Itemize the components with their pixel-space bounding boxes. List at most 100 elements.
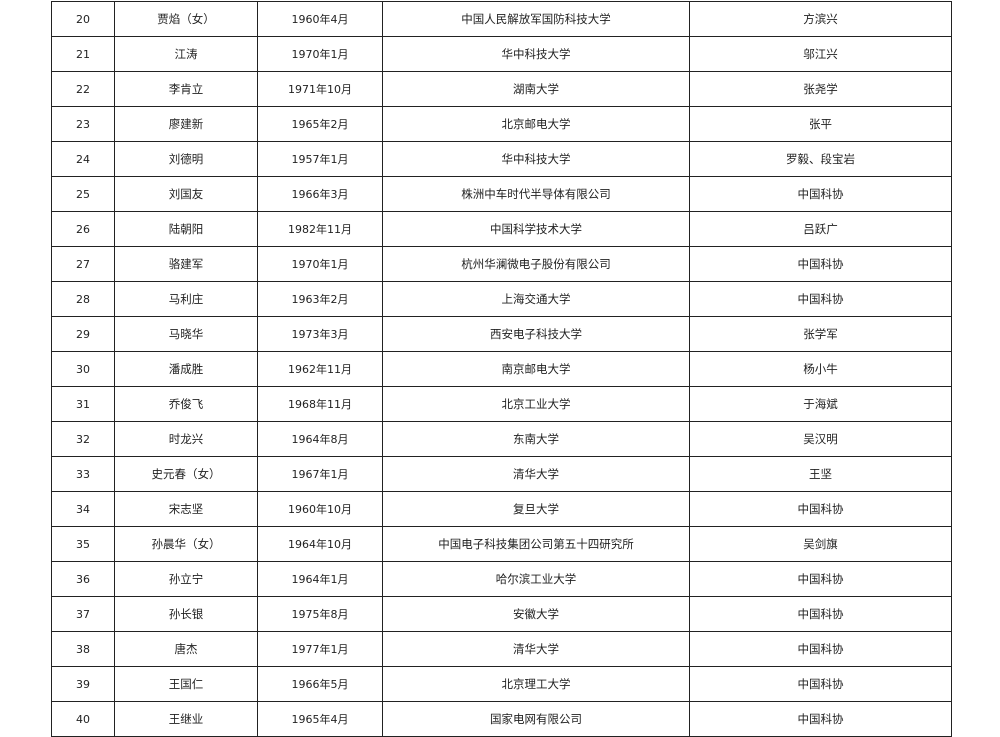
birth-date-cell: 1964年1月 [257, 561, 383, 597]
table-row: 33 史元春（女） 1967年1月 清华大学 王坚 [51, 456, 952, 492]
table-row: 29 马晓华 1973年3月 西安电子科技大学 张学军 [51, 316, 952, 352]
row-number: 34 [51, 491, 115, 527]
nominator-cell: 中国科协 [689, 631, 952, 667]
name-cell: 马利庄 [114, 281, 258, 317]
candidate-table: 20 贾焰（女） 1960年4月 中国人民解放军国防科技大学 方滨兴 21 江涛 1970年1… [51, 1, 952, 737]
row-number: 33 [51, 456, 115, 492]
name-cell: 贾焰（女） [114, 1, 258, 37]
row-number: 20 [51, 1, 115, 37]
nominator-cell: 于海斌 [689, 386, 952, 422]
birth-date-cell: 1960年10月 [257, 491, 383, 527]
nominator-cell: 方滨兴 [689, 1, 952, 37]
birth-date-cell: 1964年8月 [257, 421, 383, 457]
table-row: 35 孙晨华（女） 1964年10月 中国电子科技集团公司第五十四研究所 吴剑旗 [51, 526, 952, 562]
organization-cell: 北京邮电大学 [382, 106, 690, 142]
name-cell: 孙晨华（女） [114, 526, 258, 562]
nominator-cell: 吴剑旗 [689, 526, 952, 562]
birth-date-cell: 1970年1月 [257, 36, 383, 72]
nominator-cell: 张尧学 [689, 71, 952, 107]
row-number: 35 [51, 526, 115, 562]
row-number: 28 [51, 281, 115, 317]
table-row: 40 王继业 1965年4月 国家电网有限公司 中国科协 [51, 701, 952, 737]
birth-date-cell: 1966年5月 [257, 666, 383, 702]
nominator-cell: 中国科协 [689, 561, 952, 597]
name-cell: 王继业 [114, 701, 258, 737]
name-cell: 刘国友 [114, 176, 258, 212]
row-number: 32 [51, 421, 115, 457]
name-cell: 陆朝阳 [114, 211, 258, 247]
table-row: 32 时龙兴 1964年8月 东南大学 吴汉明 [51, 421, 952, 457]
organization-cell: 北京工业大学 [382, 386, 690, 422]
name-cell: 潘成胜 [114, 351, 258, 387]
name-cell: 王国仁 [114, 666, 258, 702]
row-number: 24 [51, 141, 115, 177]
organization-cell: 哈尔滨工业大学 [382, 561, 690, 597]
organization-cell: 湖南大学 [382, 71, 690, 107]
organization-cell: 复旦大学 [382, 491, 690, 527]
organization-cell: 中国人民解放军国防科技大学 [382, 1, 690, 37]
birth-date-cell: 1977年1月 [257, 631, 383, 667]
birth-date-cell: 1975年8月 [257, 596, 383, 632]
table-row: 22 李肯立 1971年10月 湖南大学 张尧学 [51, 71, 952, 107]
nominator-cell: 吕跃广 [689, 211, 952, 247]
name-cell: 刘德明 [114, 141, 258, 177]
name-cell: 唐杰 [114, 631, 258, 667]
table-row: 28 马利庄 1963年2月 上海交通大学 中国科协 [51, 281, 952, 317]
birth-date-cell: 1966年3月 [257, 176, 383, 212]
row-number: 38 [51, 631, 115, 667]
birth-date-cell: 1960年4月 [257, 1, 383, 37]
row-number: 40 [51, 701, 115, 737]
organization-cell: 南京邮电大学 [382, 351, 690, 387]
name-cell: 时龙兴 [114, 421, 258, 457]
name-cell: 骆建军 [114, 246, 258, 282]
row-number: 39 [51, 666, 115, 702]
name-cell: 史元春（女） [114, 456, 258, 492]
nominator-cell: 中国科协 [689, 596, 952, 632]
nominator-cell: 中国科协 [689, 176, 952, 212]
row-number: 22 [51, 71, 115, 107]
organization-cell: 东南大学 [382, 421, 690, 457]
name-cell: 李肯立 [114, 71, 258, 107]
table-row: 37 孙长银 1975年8月 安徽大学 中国科协 [51, 596, 952, 632]
table-row: 24 刘德明 1957年1月 华中科技大学 罗毅、段宝岩 [51, 141, 952, 177]
table-row: 34 宋志坚 1960年10月 复旦大学 中国科协 [51, 491, 952, 527]
organization-cell: 北京理工大学 [382, 666, 690, 702]
birth-date-cell: 1957年1月 [257, 141, 383, 177]
table-row: 38 唐杰 1977年1月 清华大学 中国科协 [51, 631, 952, 667]
row-number: 30 [51, 351, 115, 387]
table-row: 30 潘成胜 1962年11月 南京邮电大学 杨小牛 [51, 351, 952, 387]
table-row: 39 王国仁 1966年5月 北京理工大学 中国科协 [51, 666, 952, 702]
table-row: 27 骆建军 1970年1月 杭州华澜微电子股份有限公司 中国科协 [51, 246, 952, 282]
name-cell: 廖建新 [114, 106, 258, 142]
name-cell: 宋志坚 [114, 491, 258, 527]
organization-cell: 清华大学 [382, 456, 690, 492]
organization-cell: 株洲中车时代半导体有限公司 [382, 176, 690, 212]
nominator-cell: 中国科协 [689, 281, 952, 317]
organization-cell: 华中科技大学 [382, 141, 690, 177]
row-number: 29 [51, 316, 115, 352]
table-row: 21 江涛 1970年1月 华中科技大学 邬江兴 [51, 36, 952, 72]
organization-cell: 清华大学 [382, 631, 690, 667]
name-cell: 孙立宁 [114, 561, 258, 597]
name-cell: 马晓华 [114, 316, 258, 352]
birth-date-cell: 1965年2月 [257, 106, 383, 142]
nominator-cell: 邬江兴 [689, 36, 952, 72]
nominator-cell: 张学军 [689, 316, 952, 352]
organization-cell: 华中科技大学 [382, 36, 690, 72]
birth-date-cell: 1965年4月 [257, 701, 383, 737]
table-row: 20 贾焰（女） 1960年4月 中国人民解放军国防科技大学 方滨兴 [51, 1, 952, 37]
organization-cell: 安徽大学 [382, 596, 690, 632]
organization-cell: 国家电网有限公司 [382, 701, 690, 737]
name-cell: 乔俊飞 [114, 386, 258, 422]
birth-date-cell: 1970年1月 [257, 246, 383, 282]
row-number: 26 [51, 211, 115, 247]
nominator-cell: 中国科协 [689, 701, 952, 737]
row-number: 37 [51, 596, 115, 632]
row-number: 25 [51, 176, 115, 212]
nominator-cell: 罗毅、段宝岩 [689, 141, 952, 177]
nominator-cell: 中国科协 [689, 491, 952, 527]
birth-date-cell: 1964年10月 [257, 526, 383, 562]
table-row: 23 廖建新 1965年2月 北京邮电大学 张平 [51, 106, 952, 142]
row-number: 36 [51, 561, 115, 597]
table-row: 31 乔俊飞 1968年11月 北京工业大学 于海斌 [51, 386, 952, 422]
